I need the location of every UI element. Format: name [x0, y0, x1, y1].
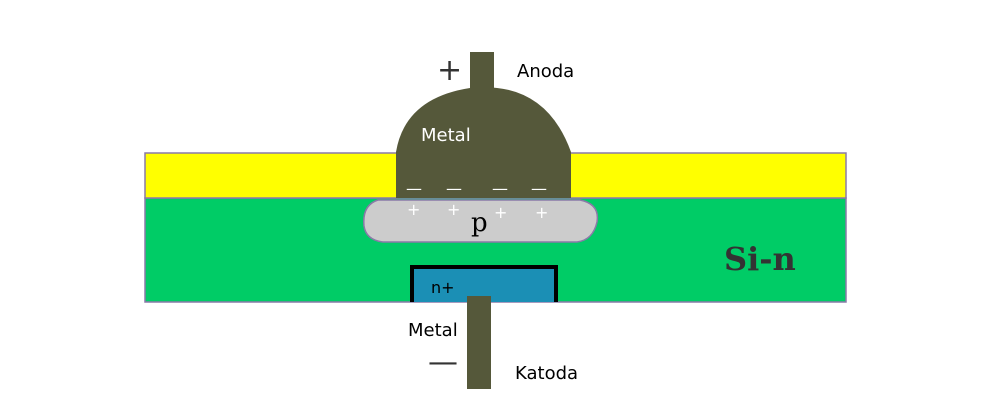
oxide-layer-left	[144, 152, 398, 199]
negative-charge-2: —	[446, 179, 462, 198]
metal-bottom-label: Metal	[408, 320, 458, 341]
n-plus-label: n+	[431, 278, 455, 297]
cathode-lead	[467, 296, 491, 389]
minus-sign: —	[428, 345, 458, 380]
p-region-label: p	[471, 208, 488, 238]
cathode-label: Katoda	[515, 363, 578, 384]
positive-charge-2: +	[447, 200, 460, 219]
positive-charge-3: +	[494, 203, 507, 222]
anode-label: Anoda	[517, 61, 574, 82]
oxide-layer-right	[569, 152, 847, 199]
positive-charge-1: +	[407, 200, 420, 219]
negative-charge-1: —	[406, 179, 422, 198]
plus-sign: +	[437, 53, 462, 88]
negative-charge-4: —	[531, 179, 547, 198]
positive-charge-4: +	[535, 203, 548, 222]
metal-top-label: Metal	[421, 125, 471, 146]
anode-lead	[470, 52, 494, 92]
substrate-label: Si-n	[724, 240, 796, 278]
negative-charge-3: —	[492, 179, 508, 198]
top-metal-contact	[396, 87, 571, 198]
n-plus-region-outline	[410, 265, 558, 302]
p-region	[363, 199, 599, 243]
